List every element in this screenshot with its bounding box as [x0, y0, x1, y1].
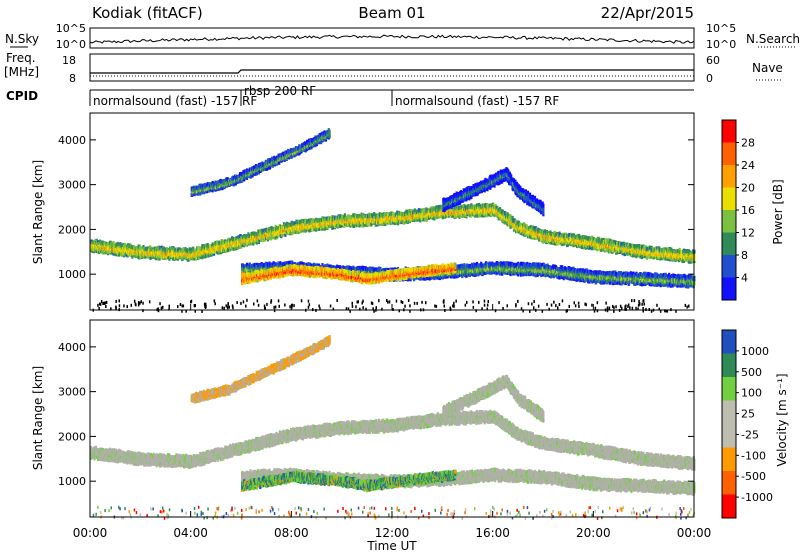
- data-cell: [158, 252, 161, 257]
- data-cell: [364, 222, 367, 227]
- data-cell: [419, 218, 422, 223]
- data-cell: [285, 221, 288, 226]
- data-cell: [257, 240, 260, 244]
- data-cell: [224, 239, 227, 244]
- data-cell: [105, 241, 108, 246]
- data-cell: [190, 247, 193, 252]
- data-cell: [384, 213, 387, 218]
- data-cell: [232, 246, 235, 251]
- data-cell: [245, 242, 249, 247]
- data-cell: [291, 231, 294, 236]
- data-cell: [160, 245, 163, 250]
- data-cell: [91, 249, 94, 253]
- date-title: 22/Apr/2015: [601, 4, 694, 22]
- nsearch-label: N.Search: [746, 32, 800, 46]
- data-cell: [331, 225, 334, 230]
- nsky-tick-top: 10^5: [56, 22, 86, 35]
- data-cell: [347, 216, 350, 221]
- data-cell: [274, 224, 277, 229]
- data-cell: [239, 234, 242, 238]
- data-cell: [206, 249, 209, 254]
- data-cell: [437, 208, 440, 212]
- data-cell: [193, 256, 196, 261]
- data-cell: [236, 236, 239, 240]
- freq-tick-top: 18: [62, 54, 76, 67]
- data-cell: [155, 256, 158, 261]
- data-cell: [348, 215, 351, 220]
- beam-title: Beam 01: [358, 4, 425, 22]
- freq-tick-bottom: 8: [69, 72, 76, 85]
- data-cell: [117, 242, 120, 247]
- data-cell: [348, 217, 351, 222]
- radar-title: Kodiak (fitACF): [92, 4, 203, 22]
- power-plot: [90, 128, 696, 313]
- data-cell: [394, 221, 397, 226]
- data-cell: [131, 254, 134, 259]
- data-cell: [118, 252, 121, 257]
- data-cell: [221, 246, 224, 251]
- nsky-tick-bottom: 10^0: [56, 38, 86, 51]
- data-cell: [120, 244, 123, 249]
- data-cell: [104, 241, 107, 246]
- data-cell: [138, 255, 141, 260]
- data-cell: [137, 247, 140, 252]
- data-cell: [90, 239, 93, 244]
- data-cell: [436, 205, 439, 210]
- data-cell: [339, 224, 342, 229]
- data-cell: [106, 242, 109, 247]
- freq-strip: [89, 53, 695, 82]
- cpid-segment-label: normalsound (fast) -157 RF: [395, 94, 559, 108]
- data-cell: [211, 242, 214, 247]
- nave-tick-top: 60: [706, 54, 720, 67]
- freq-unit: [MHz]: [4, 65, 39, 79]
- data-cell: [227, 237, 230, 242]
- data-cell: [270, 225, 273, 230]
- data-cell: [165, 252, 168, 257]
- data-cell: [147, 246, 150, 251]
- data-cell: [255, 240, 258, 245]
- data-cell: [388, 220, 391, 225]
- nsearch-tick-bottom: 10^0: [706, 38, 736, 51]
- cpid-segment-label: rbsp 200 RF: [244, 84, 316, 98]
- cpid-segment-label: normalsound (fast) -157 RF: [93, 94, 257, 108]
- nsky-trace: [89, 34, 695, 44]
- cpid-label: CPID: [6, 89, 38, 103]
- data-cell: [250, 231, 253, 236]
- nsky-label: N.Sky: [5, 32, 39, 46]
- nave-label: Nave: [752, 61, 783, 75]
- data-cell: [373, 212, 376, 216]
- data-cell: [424, 217, 427, 222]
- data-cell: [326, 225, 329, 229]
- freq-label: Freq.: [6, 51, 36, 65]
- data-cell: [278, 223, 281, 228]
- freq-trace: [90, 69, 694, 74]
- data-cell: [433, 216, 436, 221]
- data-cell: [350, 215, 353, 220]
- data-cell: [259, 229, 262, 234]
- data-cell: [284, 232, 287, 237]
- nsky-strip: [89, 27, 695, 49]
- nsearch-tick-top: 10^5: [706, 22, 736, 35]
- data-cell: [124, 243, 127, 248]
- nave-tick-bottom: 0: [706, 72, 713, 85]
- data-cell: [225, 248, 228, 253]
- data-cell: [107, 245, 110, 250]
- data-cell: [343, 213, 346, 218]
- data-cell: [315, 227, 318, 232]
- data-cell: [392, 211, 395, 216]
- data-cell: [352, 224, 356, 228]
- data-cell: [122, 242, 125, 247]
- data-cell: [354, 213, 358, 218]
